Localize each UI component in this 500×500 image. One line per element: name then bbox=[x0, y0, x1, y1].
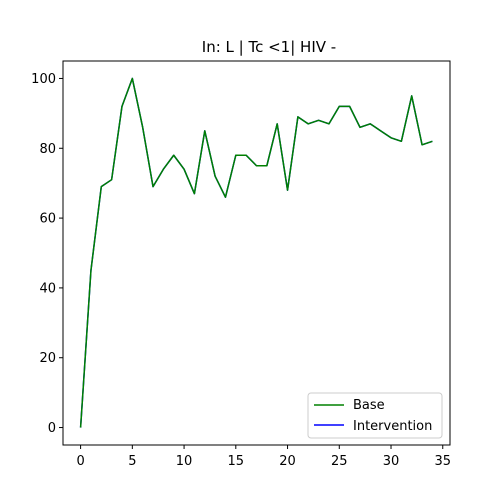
y-tick-label: 80 bbox=[39, 142, 56, 157]
x-tick-label: 10 bbox=[176, 454, 193, 469]
x-tick-label: 5 bbox=[128, 454, 136, 469]
y-tick-label: 60 bbox=[39, 212, 56, 227]
x-tick-label: 20 bbox=[279, 454, 296, 469]
y-tick-label: 100 bbox=[31, 72, 56, 87]
legend-label-base: Base bbox=[353, 398, 385, 413]
legend-label-intervention: Intervention bbox=[353, 419, 432, 434]
legend: Base Intervention bbox=[307, 392, 443, 439]
series-lines bbox=[79, 77, 433, 428]
x-tick-label: 35 bbox=[434, 454, 451, 469]
x-axis-ticks: 0 5 10 15 20 25 30 35 bbox=[76, 445, 451, 469]
x-tick-label: 0 bbox=[76, 454, 84, 469]
series-line-base bbox=[79, 77, 433, 428]
x-tick-label: 30 bbox=[383, 454, 400, 469]
chart-title: In: L | Tc <1| HIV - bbox=[202, 38, 336, 56]
y-axis-ticks: 0 20 40 60 80 100 bbox=[31, 72, 63, 436]
y-tick-label: 0 bbox=[48, 421, 56, 436]
x-tick-label: 25 bbox=[331, 454, 348, 469]
plot-area-frame bbox=[62, 60, 451, 446]
x-tick-label: 15 bbox=[228, 454, 245, 469]
y-tick-label: 40 bbox=[39, 281, 56, 296]
y-tick-label: 20 bbox=[39, 351, 56, 366]
